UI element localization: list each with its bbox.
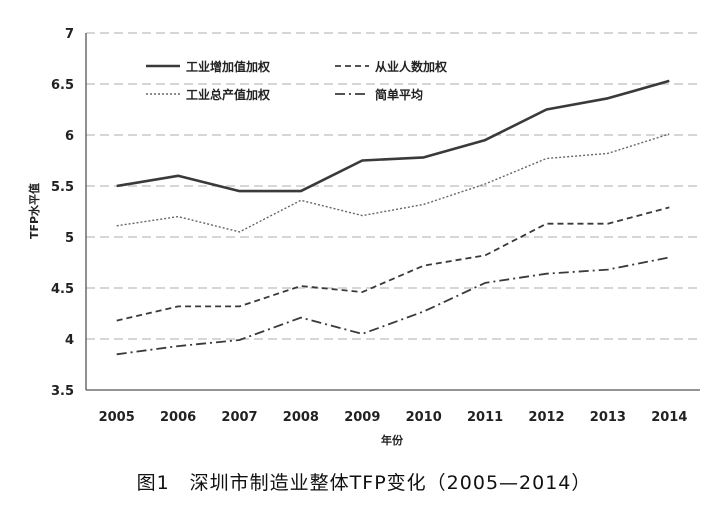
line-chart: 3.5 4 4.5 5 5.5 6 6.5 7 2005 2006 2007 2008 2009 201… [27,27,700,447]
y-axis-label: TFP水平值 [27,183,41,239]
x-tick-label: 2006 [160,410,196,425]
legend-label-2: 从业人数加权 [375,59,448,74]
series-lines [116,79,670,356]
axes [85,33,700,391]
series-line-1 [116,79,670,193]
x-tick-label: 2009 [344,410,380,425]
series-line-4 [116,256,670,356]
x-tick-label: 2013 [590,410,626,425]
x-tick-label: 2010 [406,410,442,425]
y-tick-label: 5 [65,231,74,246]
y-tick-label: 3.5 [51,384,74,399]
x-tick-label: 2008 [283,410,319,425]
series-line-2 [116,206,670,322]
x-axis-label: 年份 [381,433,404,447]
x-tick-label: 2011 [467,410,503,425]
y-tick-label: 4 [65,333,74,348]
y-tick-label: 7 [65,27,74,42]
series-line-3 [116,133,670,233]
y-tick-label: 4.5 [51,282,74,297]
y-tick-labels: 3.5 4 4.5 5 5.5 6 6.5 7 [51,27,74,399]
x-tick-label: 2014 [651,410,687,425]
x-tick-labels: 2005 2006 2007 2008 2009 2010 2011 2012 2013 2014 [99,410,688,425]
x-tick-label: 2007 [221,410,257,425]
y-tick-label: 6.5 [51,78,74,93]
figure-caption: 图1 深圳市制造业整体TFP变化（2005—2014） [136,472,592,494]
gridlines [86,32,700,340]
legend-label-3: 工业总产值加权 [186,87,271,102]
x-tick-label: 2012 [528,410,564,425]
y-tick-label: 6 [65,129,74,144]
x-tick-label: 2005 [99,410,135,425]
legend-label-4: 简单平均 [375,87,423,102]
y-tick-label: 5.5 [51,180,74,195]
legend-label-1: 工业增加值加权 [186,59,271,74]
